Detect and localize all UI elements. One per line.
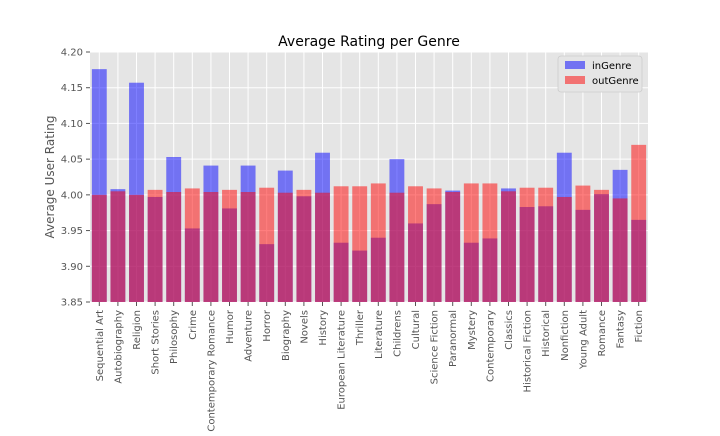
bar-outgenre-cultural — [408, 186, 423, 302]
bar-outgenre-historical-fiction — [519, 187, 535, 302]
bar-outgenre-contemporary-romance — [203, 192, 219, 302]
x-tick-label-historical-fiction: Historical Fiction — [523, 310, 534, 392]
bar-outgenre-crime — [184, 188, 200, 302]
y-axis: 3.85 3.90 3.95 4.00 4.05 4.10 4.15 4.20 — [61, 48, 90, 309]
legend-swatch-outgenre — [565, 76, 585, 84]
bar-outgenre-contemporary — [482, 183, 498, 302]
bar-outgenre-adventure — [240, 192, 256, 302]
x-tick-label-horror: Horror — [262, 309, 273, 342]
x-tick-label-historical: Historical — [541, 310, 552, 357]
legend-swatch-ingenre — [565, 61, 585, 69]
x-tick-label-short-stories: Short Stories — [151, 310, 162, 375]
y-tick-label: 3.90 — [61, 262, 83, 273]
bar-outgenre-humor — [222, 189, 237, 302]
y-tick-label: 4.20 — [61, 48, 83, 59]
x-tick-label-autobiography: Autobiography — [113, 310, 124, 384]
bar-outgenre-short-stories — [147, 189, 163, 302]
x-tick-label-novels: Novels — [299, 310, 310, 344]
bar-outgenre-religion — [129, 194, 144, 302]
bar-outgenre-paranormal — [445, 192, 461, 302]
bar-outgenre-historical — [538, 187, 554, 302]
x-tick-label-romance: Romance — [597, 310, 608, 356]
bar-outgenre-nonfiction — [556, 197, 572, 302]
x-tick-label-crime: Crime — [188, 310, 199, 340]
bar-outgenre-thriller — [352, 186, 368, 302]
x-tick-label-classics: Classics — [504, 310, 515, 350]
bar-outgenre-science-fiction — [426, 188, 442, 302]
bar-outgenre-history — [315, 192, 330, 302]
x-tick-label-literature: Literature — [374, 310, 385, 359]
bar-outgenre-european-literature — [333, 186, 349, 302]
y-axis-label: Average User Rating — [43, 116, 57, 239]
bar-outgenre-mystery — [463, 183, 479, 302]
x-tick-label-nonfiction: Nonfiction — [560, 310, 571, 361]
legend: inGenre outGenre — [557, 55, 643, 93]
bar-outgenre-novels — [296, 189, 312, 302]
x-tick-label-sequential-art: Sequential Art — [95, 310, 106, 381]
x-tick-label-religion: Religion — [132, 310, 143, 350]
x-tick-label-history: History — [318, 310, 329, 346]
bar-outgenre-autobiography — [110, 191, 126, 302]
bar-outgenre-romance — [594, 189, 609, 302]
legend-label-outgenre: outGenre — [592, 76, 639, 87]
chart-title: Average Rating per Genre — [278, 34, 460, 50]
x-tick-label-thriller: Thriller — [355, 309, 366, 346]
y-tick-label: 4.10 — [61, 119, 83, 130]
x-tick-label-contemporary-romance: Contemporary Romance — [206, 310, 217, 432]
bar-outgenre-fiction — [631, 144, 647, 302]
x-tick-label-philosophy: Philosophy — [169, 310, 180, 364]
y-tick-label: 3.95 — [61, 226, 83, 237]
bar-outgenre-sequential-art — [91, 194, 107, 302]
bar-outgenre-young-adult — [575, 185, 591, 302]
x-tick-label-european-literature: European Literature — [337, 310, 348, 410]
bars — [91, 69, 647, 303]
bar-outgenre-biography — [277, 192, 293, 302]
x-tick-label-paranormal: Paranormal — [448, 310, 459, 367]
bar-outgenre-horror — [259, 187, 275, 302]
bar-outgenre-fantasy — [612, 198, 628, 302]
x-tick-label-adventure: Adventure — [244, 310, 255, 362]
y-tick-label: 4.00 — [61, 190, 83, 201]
bar-outgenre-literature — [370, 183, 386, 302]
x-tick-label-biography: Biography — [281, 310, 292, 361]
bar-outgenre-childrens — [389, 192, 405, 302]
x-tick-label-fiction: Fiction — [634, 310, 645, 342]
x-tick-label-humor: Humor — [225, 309, 236, 344]
x-axis: Sequential Art Autobiography Religion Short… — [95, 302, 645, 432]
x-tick-label-fantasy: Fantasy — [616, 310, 627, 349]
plot-background — [90, 52, 648, 302]
x-tick-label-contemporary: Contemporary — [485, 310, 496, 382]
x-tick-label-childrens: Childrens — [392, 310, 403, 357]
legend-label-ingenre: inGenre — [592, 61, 631, 72]
x-tick-label-young-adult: Young Adult — [578, 310, 589, 370]
y-tick-label: 4.05 — [61, 155, 83, 166]
x-tick-label-mystery: Mystery — [467, 310, 478, 350]
bar-outgenre-philosophy — [166, 192, 182, 302]
y-tick-label: 4.15 — [61, 83, 83, 94]
x-tick-label-cultural: Cultural — [411, 310, 422, 349]
x-tick-label-science-fiction: Science Fiction — [430, 310, 441, 384]
bar-outgenre-classics — [501, 191, 516, 302]
y-tick-label: 3.85 — [61, 298, 83, 309]
